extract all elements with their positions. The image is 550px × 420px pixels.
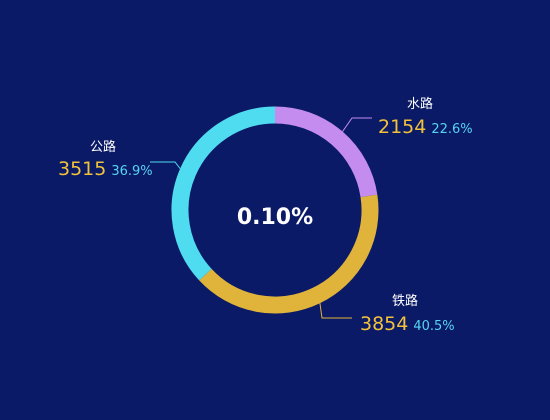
slice-value: 3515 <box>58 158 106 180</box>
slice-percent: 40.5% <box>413 319 454 334</box>
slice-value-label: 3854 40.5% <box>360 313 455 335</box>
slice-percent: 22.6% <box>431 122 472 137</box>
donut-slice[interactable] <box>199 194 379 314</box>
donut-slice[interactable] <box>171 106 276 281</box>
slice-value: 3854 <box>360 313 408 335</box>
slice-name-label: 公路 <box>90 139 116 155</box>
slice-value-label: 3515 36.9% <box>58 158 153 180</box>
slice-value: 2154 <box>378 116 426 138</box>
leader-lines <box>150 117 372 319</box>
slice-percent: 36.9% <box>111 164 152 179</box>
donut-slice[interactable] <box>274 106 378 198</box>
slice-name-label: 铁路 <box>392 293 418 309</box>
center-value: 0.10% <box>237 205 313 230</box>
donut-slices <box>171 106 379 314</box>
leader-line <box>319 303 352 319</box>
slice-labels: 水路 2154 22.6% 铁路 3854 40.5% 公路 3515 36.9% <box>58 96 473 335</box>
leader-line <box>150 161 181 169</box>
slice-value-label: 2154 22.6% <box>378 116 473 138</box>
leader-line <box>342 117 372 132</box>
slice-name-label: 水路 <box>407 96 433 112</box>
